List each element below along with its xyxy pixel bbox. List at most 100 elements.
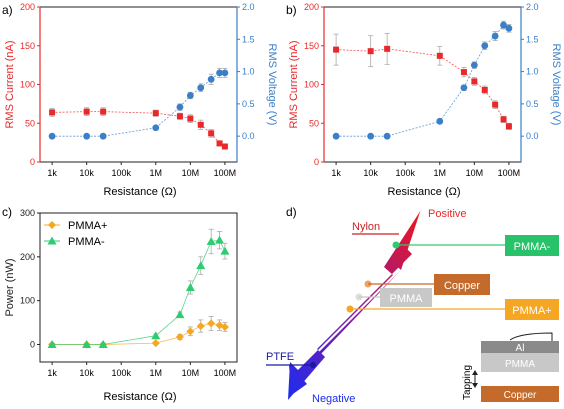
data-point (221, 143, 228, 150)
data-point (460, 69, 467, 76)
y-tick-label: 150 (20, 41, 35, 51)
y2-tick-label: 1.5 (526, 34, 539, 44)
panel-label-a: a) (2, 3, 13, 17)
tapping-stack: Al PMMA Copper Tapping (462, 332, 559, 402)
x-tick-label: 1M (150, 168, 163, 178)
x-tick-label: 100k (395, 168, 415, 178)
x-tick-label: 100k (111, 368, 131, 378)
tapping-label: Tapping (462, 365, 473, 400)
y2-tick-label: 0.0 (242, 131, 255, 141)
x-tick-label: 10k (79, 368, 94, 378)
data-point (83, 108, 90, 115)
data-point (500, 21, 507, 29)
pmma-minus-box (505, 235, 559, 256)
data-point (492, 101, 499, 108)
y2-tick-label: 1.5 (242, 34, 255, 44)
al-layer (481, 341, 559, 353)
data-point (151, 331, 161, 340)
x-tick-label: 100M (498, 168, 521, 178)
x-tick-label: 100M (214, 168, 237, 178)
x-tick-label: 1k (331, 168, 341, 178)
chart-panel-c: 1k 10k 100k 1M 10M 100M Resistance (Ω) 0 100 200 3… (4, 208, 238, 403)
panel-label-b: b) (286, 3, 297, 17)
data-point (220, 246, 230, 255)
legend-marker (47, 236, 57, 245)
data-point (470, 61, 478, 69)
pmma-layer-label: PMMA (505, 359, 535, 370)
data-point (216, 69, 223, 77)
data-point (151, 339, 160, 348)
data-point (152, 124, 160, 132)
legend-label: PMMA- (68, 236, 105, 248)
legend-label: PMMA+ (68, 220, 107, 232)
x-tick-label: 10k (363, 168, 378, 178)
data-point (175, 333, 184, 342)
y-tick-label: 200 (304, 2, 319, 12)
pmma-plus-label: PMMA+ (512, 305, 551, 317)
data-point (98, 339, 108, 348)
y-axis-label: Power (nW) (4, 258, 16, 316)
y2-tick-label: 1.0 (242, 67, 255, 77)
data-point (367, 132, 375, 140)
data-point (208, 130, 215, 137)
ptfe-label: PTFE (266, 351, 294, 363)
data-point (215, 235, 225, 244)
x-axis-label: Resistance (Ω) (103, 391, 176, 403)
y-tick-label: 50 (309, 118, 319, 128)
y2-tick-label: 0.5 (526, 99, 539, 109)
data-point (176, 103, 184, 111)
pmma-plus-box (505, 299, 559, 320)
series-line-1 (336, 24, 510, 137)
data-point (206, 236, 216, 245)
data-point (481, 42, 489, 50)
y-tick-label: 100 (20, 80, 35, 90)
y2-axis-label: RMS Voltage (V) (266, 44, 278, 126)
data-point (196, 322, 205, 331)
y2-tick-label: 0.0 (526, 131, 539, 141)
chart-panel-b: 1k 10k 100k 1M 10M 100M Resistance (Ω) 0 50 100 15… (288, 2, 562, 198)
copper-label: Copper (444, 280, 480, 292)
data-point (176, 113, 183, 120)
data-point (175, 310, 185, 319)
data-point (505, 123, 512, 130)
data-point (500, 116, 507, 123)
y-tick-label: 0 (314, 157, 319, 167)
x-tick-label: 10M (466, 168, 484, 178)
data-point (185, 283, 195, 291)
y2-tick-label: 2.0 (242, 2, 255, 12)
series-line-1 (52, 239, 226, 345)
series-line-0 (52, 111, 226, 147)
ptfe-marker (310, 362, 316, 368)
nylon-label: Nylon (352, 221, 380, 233)
y-tick-label: 50 (25, 118, 35, 128)
data-point (216, 140, 223, 147)
triboelectric-arrow (289, 212, 420, 395)
data-point (491, 32, 499, 40)
tapping-arrow-down-head (472, 383, 478, 388)
copper-layer (481, 386, 559, 402)
tapping-arrow-up-head (472, 370, 478, 375)
x-axis-label: Resistance (Ω) (387, 186, 460, 198)
triboelectric-series-diagram: Nylon Positive PMMA- Copper PMMA PMMA+ P… (266, 208, 559, 405)
x-tick-label: 1M (434, 168, 447, 178)
data-point (471, 78, 478, 85)
data-point (47, 339, 57, 348)
legend-marker (48, 221, 56, 229)
x-tick-label: 1M (150, 368, 163, 378)
data-point (367, 48, 374, 55)
data-point (436, 117, 444, 125)
plot-frame (39, 6, 238, 163)
data-point (207, 75, 215, 83)
data-point (207, 319, 216, 328)
data-point (82, 339, 92, 348)
data-point (83, 132, 91, 140)
y-tick-label: 200 (20, 252, 35, 262)
chart-panel-a: 1k 10k 100k 1M 10M 100M Resistance (Ω) 0 50 100 15… (4, 2, 278, 198)
al-label: Al (516, 343, 525, 354)
x-tick-label: 100M (214, 368, 237, 378)
series-line-1 (52, 72, 225, 137)
data-point (384, 45, 391, 52)
y-tick-label: 100 (304, 80, 319, 90)
plot-frame (39, 212, 238, 363)
